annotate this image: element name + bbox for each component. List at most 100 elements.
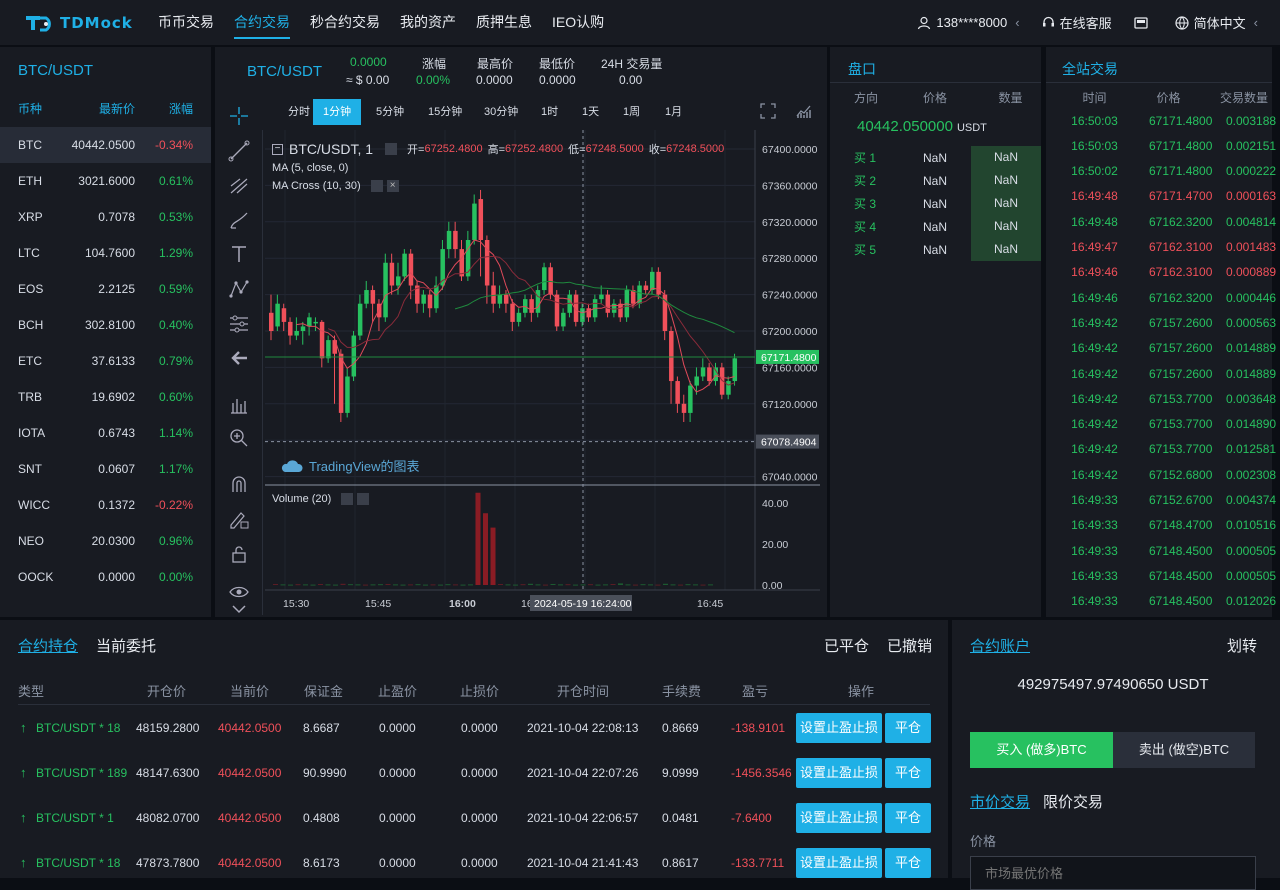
support-link[interactable]: 在线客服 [1042,13,1112,32]
fullscreen-icon[interactable] [760,103,776,119]
nav-item[interactable]: 币币交易 [158,14,214,30]
nav-item[interactable]: IEO认购 [552,14,605,30]
text-icon[interactable] [228,243,250,265]
trade-qty: 0.012026 [1226,594,1277,609]
chevron-down-icon[interactable] [228,598,250,620]
back-arrow-icon[interactable] [228,347,250,369]
eye-icon[interactable] [228,581,250,603]
magnet-icon[interactable] [228,473,250,495]
sell-short-button[interactable]: 卖出 (做空)BTC [1113,732,1255,768]
positions-tab-closed[interactable]: 已平仓 [824,638,870,655]
candle-body [402,253,407,277]
timeframe-button[interactable]: 30分钟 [484,106,519,118]
transfer-button[interactable]: 划转 [1227,638,1258,655]
buy-long-button[interactable]: 买入 (做多)BTC [970,732,1113,768]
market-row[interactable]: SNT 0.0607 1.17% [0,451,211,487]
timeframe-button[interactable]: 1分钟 [313,99,362,125]
trendline-icon[interactable] [228,140,250,162]
timeframe-button[interactable]: 1周 [623,106,641,118]
ruler-icon[interactable] [228,394,250,416]
close-icon[interactable]: × [386,180,399,192]
volume-legend: Volume (20) [272,493,370,505]
set-tp-sl-button[interactable]: 设置止盈止损 [796,712,882,743]
settings-icon[interactable] [385,143,398,155]
brand-logo[interactable]: TDMock [24,14,144,32]
crosshair-icon[interactable] [228,105,250,127]
trades-title: 全站交易 [1062,61,1118,77]
pattern-icon[interactable] [228,278,250,300]
candle-body [561,312,566,327]
tr-col-price: 价格 [1156,91,1181,105]
timeframe-button[interactable]: 分时 [288,106,310,118]
orderbook-row[interactable]: 买 5 NaN NaN [830,238,1041,261]
orderbook-row[interactable]: 买 2 NaN NaN [830,169,1041,192]
set-tp-sl-button[interactable]: 设置止盈止损 [796,847,882,878]
last-price-tag-bg [756,349,819,364]
price-chart[interactable]: 67400.0000 67360.0000 67320.0000 67280.0000… [265,130,825,615]
price-input[interactable] [970,856,1256,890]
close-icon[interactable] [357,493,370,505]
volume-bar [348,584,353,586]
volume-bar [280,584,286,586]
measure-icon[interactable] [228,313,250,335]
positions-tab-holdings[interactable]: 合约持仓 [18,638,79,655]
timeframe-button[interactable]: 15分钟 [428,106,463,118]
settings-icon[interactable] [341,493,354,505]
position-tp: 0.0000 [379,720,416,735]
nav-item[interactable]: 我的资产 [400,14,456,30]
trade-qty: 0.000563 [1226,315,1277,330]
price-pane-bg [265,130,755,485]
positions-tab-orders[interactable]: 当前委托 [96,638,157,655]
market-row[interactable]: NEO 20.0300 0.96% [0,523,211,559]
download-app[interactable] [1133,16,1153,30]
orderbook-row[interactable]: 买 1 NaN NaN [830,146,1041,169]
brush-icon[interactable] [228,209,250,231]
language-switch[interactable]: 简体中文 ‹ [1175,13,1258,32]
tab-market-order[interactable]: 市价交易 [970,794,1031,811]
orderbook-row[interactable]: 买 4 NaN NaN [830,215,1041,238]
collapse-icon[interactable]: − [272,143,283,155]
market-row[interactable]: ETC 37.6133 0.79% [0,343,211,379]
fib-icon[interactable] [228,174,250,196]
timeframe-button[interactable]: 5分钟 [376,106,405,118]
close-position-button[interactable]: 平仓 [885,712,931,743]
settings-icon[interactable] [370,180,383,192]
close-position-button[interactable]: 平仓 [885,757,931,788]
nav-item[interactable]: 秒合约交易 [310,14,380,30]
set-tp-sl-button[interactable]: 设置止盈止损 [796,802,882,833]
timeframe-button[interactable]: 1时 [541,106,559,118]
market-row[interactable]: ETH 3021.6000 0.61% [0,163,211,199]
indicator-icon[interactable] [796,103,812,119]
market-row[interactable]: WICC 0.1372 -0.22% [0,487,211,523]
trade-qty: 0.004374 [1226,493,1277,507]
positions-tab-cancelled[interactable]: 已撤销 [887,638,933,655]
market-row[interactable]: TRB 19.6902 0.60% [0,379,211,415]
market-row[interactable]: BCH 302.8100 0.40% [0,307,211,343]
user-menu[interactable]: 138****8000 ‹ [917,15,1020,30]
positions-col-header: 操作 [848,684,875,699]
market-row[interactable]: EOS 2.2125 0.59% [0,271,211,307]
trade-qty: 0.000889 [1226,265,1277,280]
market-row[interactable]: OOCK 0.0000 0.00% [0,559,211,595]
market-row[interactable]: IOTA 0.6743 1.14% [0,415,211,451]
close-position-button[interactable]: 平仓 [885,847,931,878]
orderbook-row[interactable]: 买 3 NaN NaN [830,192,1041,215]
orderbook-title: 盘口 [848,61,876,77]
timeframe-button[interactable]: 1月 [665,106,683,118]
timeframe-button[interactable]: 1天 [582,106,600,118]
position-open: 48147.6300 [136,765,200,780]
study-ma: MA (5, close, 0) [272,162,349,174]
nav-item[interactable]: 质押生息 [476,14,532,30]
market-row[interactable]: LTC 104.7600 1.29% [0,235,211,271]
set-tp-sl-button[interactable]: 设置止盈止损 [796,757,882,788]
tab-limit-order[interactable]: 限价交易 [1043,794,1104,811]
market-row[interactable]: BTC 40442.0500 -0.34% [0,127,211,163]
nav-item[interactable]: 合约交易 [224,0,300,45]
trade-time: 16:49:33 [1071,543,1118,558]
lock-pencil-icon[interactable] [228,508,250,530]
lock-icon[interactable] [228,543,250,565]
market-row[interactable]: XRP 0.7078 0.53% [0,199,211,235]
candle-body [611,303,617,313]
zoom-in-icon[interactable] [228,427,250,449]
close-position-button[interactable]: 平仓 [885,802,931,833]
